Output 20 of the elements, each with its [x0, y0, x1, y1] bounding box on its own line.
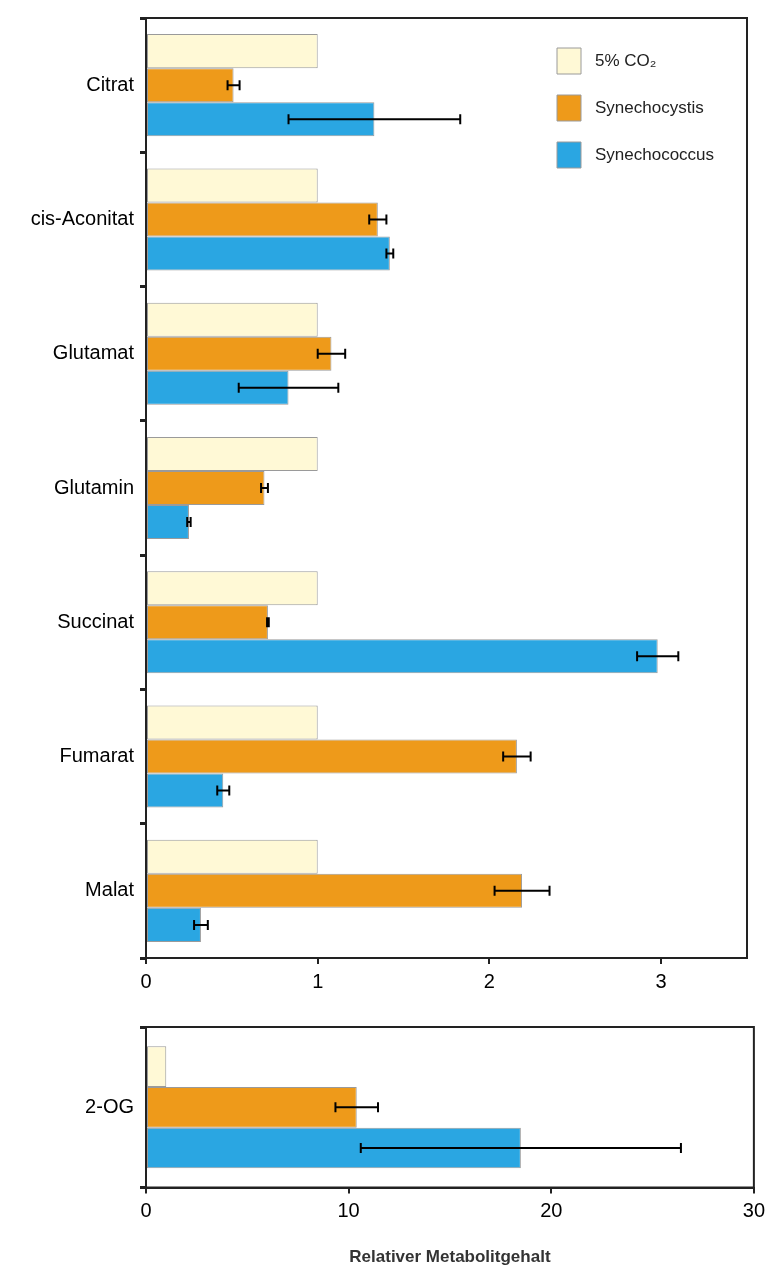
- y-tick-label: 2-OG: [85, 1094, 134, 1117]
- x-tick-label: 3: [655, 969, 667, 992]
- x-tick-label: 30: [742, 1199, 765, 1222]
- x-tick-label: 10: [337, 1199, 360, 1222]
- x-tick-label: 2: [483, 969, 495, 992]
- y-tick-label: Citrat: [86, 72, 135, 95]
- y-tick-label: Succinat: [57, 609, 135, 632]
- x-tick-label: 0: [140, 969, 152, 992]
- y-tick-label: Glutamat: [52, 341, 135, 364]
- y-tick-label: Fumarat: [59, 744, 135, 767]
- x-axis-title: Relativer Metabolitgehalt: [349, 1247, 551, 1267]
- legend-label: Synechococcus: [595, 144, 715, 164]
- y-tick-label: Glutamin: [53, 475, 134, 498]
- x-tick-label: 20: [540, 1199, 563, 1222]
- x-tick-label: 1: [312, 969, 324, 992]
- y-tick-label: Malat: [85, 878, 135, 901]
- x-tick-label: 0: [140, 1199, 152, 1222]
- y-tick-label: cis-Aconitat: [30, 206, 135, 229]
- legend-label: 5% CO₂: [595, 50, 657, 70]
- legend-label: Synechocystis: [595, 97, 704, 117]
